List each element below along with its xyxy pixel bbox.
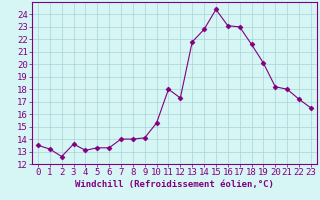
X-axis label: Windchill (Refroidissement éolien,°C): Windchill (Refroidissement éolien,°C) [75,180,274,189]
